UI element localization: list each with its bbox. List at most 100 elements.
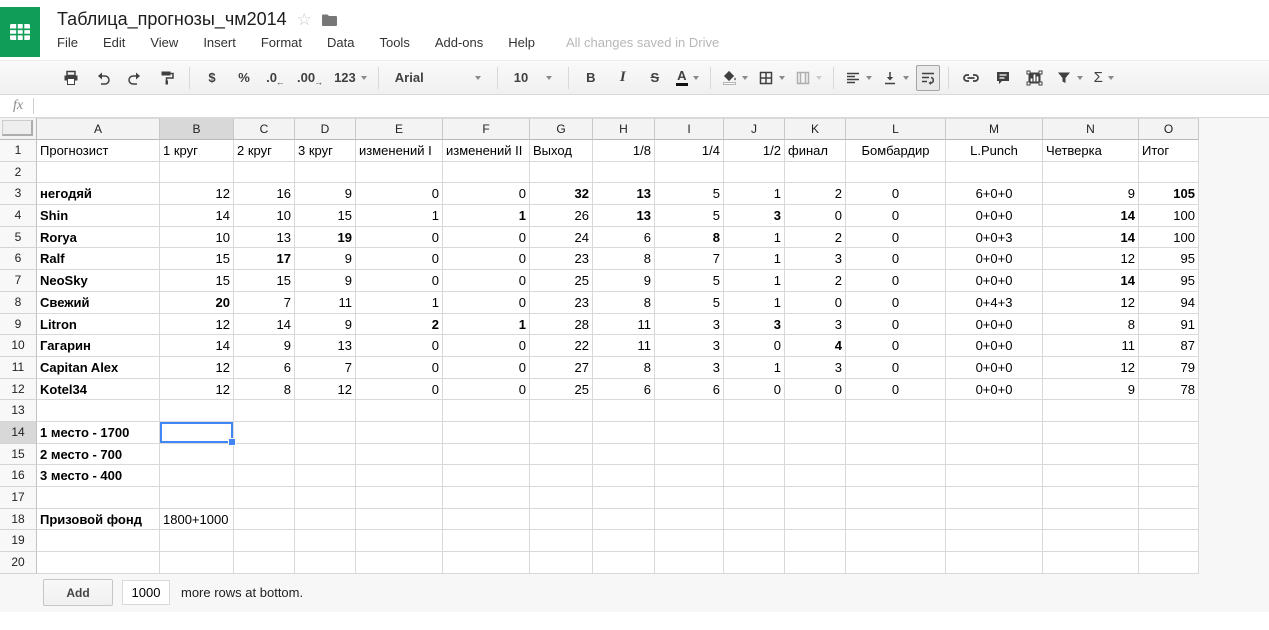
cell-K8[interactable]: 0: [785, 291, 846, 314]
cell-G17[interactable]: [530, 487, 593, 509]
cell-O13[interactable]: [1139, 400, 1199, 422]
cell-N17[interactable]: [1043, 487, 1139, 509]
cell-L19[interactable]: [846, 530, 946, 553]
row-header-3[interactable]: 3: [0, 183, 37, 206]
row-header-13[interactable]: 13: [0, 400, 37, 422]
cell-K20[interactable]: [785, 552, 846, 574]
cell-E4[interactable]: 1: [356, 205, 443, 227]
cell-E12[interactable]: 0: [356, 378, 443, 401]
format-currency-button[interactable]: $: [198, 66, 226, 90]
borders-button[interactable]: [755, 66, 788, 90]
column-header-D[interactable]: D: [295, 118, 356, 140]
cell-J3[interactable]: 1: [724, 183, 785, 206]
cell-O5[interactable]: 100: [1139, 226, 1199, 249]
menu-item-view[interactable]: View: [150, 35, 179, 50]
cell-L12[interactable]: 0: [846, 378, 946, 401]
cell-H14[interactable]: [593, 421, 655, 444]
row-header-7[interactable]: 7: [0, 270, 37, 292]
cell-I5[interactable]: 8: [655, 226, 724, 249]
cell-N11[interactable]: 12: [1043, 356, 1139, 379]
cell-H2[interactable]: [593, 161, 655, 184]
cell-E10[interactable]: 0: [356, 335, 443, 357]
cell-L3[interactable]: 0: [846, 183, 946, 206]
cell-D19[interactable]: [295, 530, 356, 553]
cell-K16[interactable]: [785, 465, 846, 487]
cell-M13[interactable]: [946, 400, 1043, 422]
cell-L17[interactable]: [846, 487, 946, 509]
cell-B16[interactable]: [160, 465, 234, 487]
bold-button[interactable]: B: [577, 66, 605, 90]
cell-N12[interactable]: 9: [1043, 378, 1139, 401]
cell-A5[interactable]: Rorya: [37, 226, 160, 249]
column-header-A[interactable]: A: [37, 118, 160, 140]
text-color-button[interactable]: A: [673, 66, 702, 90]
cell-A17[interactable]: [37, 487, 160, 509]
cell-G13[interactable]: [530, 400, 593, 422]
cell-A3[interactable]: негодяй: [37, 183, 160, 206]
cell-L16[interactable]: [846, 465, 946, 487]
cell-C7[interactable]: 15: [234, 270, 295, 292]
cell-B5[interactable]: 10: [160, 226, 234, 249]
cell-H17[interactable]: [593, 487, 655, 509]
cell-M15[interactable]: [946, 443, 1043, 466]
cell-E5[interactable]: 0: [356, 226, 443, 249]
insert-chart-button[interactable]: [1021, 66, 1049, 90]
cell-A7[interactable]: NeoSky: [37, 270, 160, 292]
cell-I15[interactable]: [655, 443, 724, 466]
cell-D12[interactable]: 12: [295, 378, 356, 401]
cell-D9[interactable]: 9: [295, 313, 356, 336]
cell-N3[interactable]: 9: [1043, 183, 1139, 206]
increase-decimals-button[interactable]: .00 →: [294, 66, 327, 90]
cell-C11[interactable]: 6: [234, 356, 295, 379]
cell-I4[interactable]: 5: [655, 205, 724, 227]
cell-L9[interactable]: 0: [846, 313, 946, 336]
cell-E9[interactable]: 2: [356, 313, 443, 336]
cell-D11[interactable]: 7: [295, 356, 356, 379]
cell-L20[interactable]: [846, 552, 946, 574]
cell-F7[interactable]: 0: [443, 270, 530, 292]
cell-M5[interactable]: 0+0+3: [946, 226, 1043, 249]
column-header-B[interactable]: B: [160, 118, 234, 140]
cell-J5[interactable]: 1: [724, 226, 785, 249]
cell-N2[interactable]: [1043, 161, 1139, 184]
cell-B19[interactable]: [160, 530, 234, 553]
cell-E2[interactable]: [356, 161, 443, 184]
cell-K18[interactable]: [785, 508, 846, 531]
cell-L11[interactable]: 0: [846, 356, 946, 379]
cell-G10[interactable]: 22: [530, 335, 593, 357]
column-header-E[interactable]: E: [356, 118, 443, 140]
select-all-corner[interactable]: [0, 118, 37, 140]
cell-G20[interactable]: [530, 552, 593, 574]
cell-O6[interactable]: 95: [1139, 248, 1199, 271]
cell-H19[interactable]: [593, 530, 655, 553]
cell-N16[interactable]: [1043, 465, 1139, 487]
cell-D7[interactable]: 9: [295, 270, 356, 292]
horizontal-align-button[interactable]: [842, 66, 875, 90]
cell-K9[interactable]: 3: [785, 313, 846, 336]
cell-L6[interactable]: 0: [846, 248, 946, 271]
format-percent-button[interactable]: %: [230, 66, 258, 90]
cell-H10[interactable]: 11: [593, 335, 655, 357]
menu-item-data[interactable]: Data: [327, 35, 355, 50]
cell-H1[interactable]: 1/8: [593, 140, 655, 162]
row-header-11[interactable]: 11: [0, 356, 37, 379]
cell-I10[interactable]: 3: [655, 335, 724, 357]
cell-D1[interactable]: 3 круг: [295, 140, 356, 162]
cell-B20[interactable]: [160, 552, 234, 574]
cell-J11[interactable]: 1: [724, 356, 785, 379]
cell-K10[interactable]: 4: [785, 335, 846, 357]
cell-A14[interactable]: 1 место - 1700: [37, 421, 160, 444]
cell-K13[interactable]: [785, 400, 846, 422]
cell-I13[interactable]: [655, 400, 724, 422]
cell-E19[interactable]: [356, 530, 443, 553]
row-header-9[interactable]: 9: [0, 313, 37, 336]
cell-H11[interactable]: 8: [593, 356, 655, 379]
cell-G19[interactable]: [530, 530, 593, 553]
cell-F10[interactable]: 0: [443, 335, 530, 357]
cell-D6[interactable]: 9: [295, 248, 356, 271]
cell-J18[interactable]: [724, 508, 785, 531]
row-header-5[interactable]: 5: [0, 226, 37, 249]
star-icon[interactable]: ☆: [296, 10, 312, 29]
cell-E11[interactable]: 0: [356, 356, 443, 379]
cell-J9[interactable]: 3: [724, 313, 785, 336]
